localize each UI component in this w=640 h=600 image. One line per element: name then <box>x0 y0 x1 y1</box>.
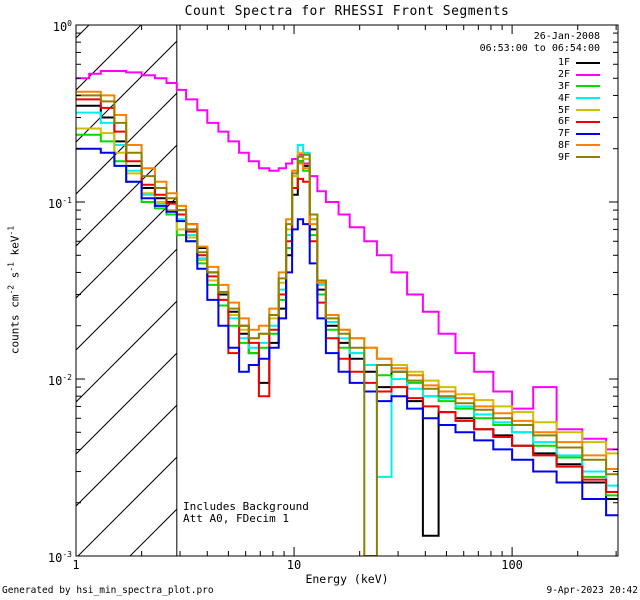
obs-date: 26-Jan-2008 <box>533 31 600 42</box>
legend-entry-4F: 4F <box>558 92 600 104</box>
legend-color-swatch <box>576 144 600 147</box>
legend-color-swatch <box>576 109 600 112</box>
legend-color-swatch <box>576 73 600 76</box>
series-7F <box>76 147 618 517</box>
legend-label: 2F <box>557 69 570 81</box>
footer-generated-by: Generated by hsi_min_spectra_plot.pro <box>2 585 214 596</box>
legend-label: 6F <box>557 116 570 128</box>
series-4F <box>76 111 618 487</box>
series-2F <box>76 70 618 451</box>
footer-timestamp: 9-Apr-2023 20:42 <box>546 585 638 596</box>
y-tick-1e-3: 10-3 <box>47 550 72 565</box>
x-tick-10: 10 <box>286 558 302 572</box>
y-tick-1e-2: 10-2 <box>47 373 72 388</box>
legend: 1F 2F 3F 4F 5F 6F 7F 8F 9F <box>558 57 600 163</box>
legend-label: 1F <box>557 57 570 69</box>
legend-label: 9F <box>557 151 570 163</box>
legend-entry-6F: 6F <box>558 116 600 128</box>
legend-label: 3F <box>557 80 570 92</box>
legend-label: 5F <box>557 104 570 116</box>
annotation-attenuator: Att A0, FDecim 1 <box>183 512 289 525</box>
series-9F <box>76 94 618 556</box>
axis-ticks <box>75 24 618 557</box>
legend-entry-8F: 8F <box>558 140 600 152</box>
legend-entry-2F: 2F <box>558 69 600 81</box>
series-5F <box>76 127 618 455</box>
legend-entry-7F: 7F <box>558 128 600 140</box>
legend-label: 4F <box>557 92 570 104</box>
x-tick-1: 1 <box>72 558 80 572</box>
obs-time-range: 06:53:00 to 06:54:00 <box>479 43 600 54</box>
series-6F <box>76 98 618 493</box>
legend-label: 8F <box>557 139 570 151</box>
legend-entry-9F: 9F <box>558 151 600 163</box>
series-8F <box>76 90 618 470</box>
legend-label: 7F <box>557 128 570 140</box>
annotation-background: Includes Background <box>183 500 309 513</box>
legend-color-swatch <box>576 156 600 159</box>
plot-title: Count Spectra for RHESSI Front Segments <box>184 4 510 19</box>
y-axis-label: counts cm-2 s-1 keV-1 <box>6 225 22 355</box>
legend-color-swatch <box>576 120 600 123</box>
legend-entry-3F: 3F <box>558 81 600 93</box>
legend-entry-5F: 5F <box>558 104 600 116</box>
legend-color-swatch <box>576 85 600 88</box>
y-tick-1e0: 100 <box>52 19 72 34</box>
hatch-region <box>76 25 177 556</box>
legend-color-swatch <box>576 132 600 135</box>
legend-color-swatch <box>576 61 600 64</box>
legend-color-swatch <box>576 97 600 100</box>
series-lines <box>76 70 618 556</box>
legend-entry-1F: 1F <box>558 57 600 69</box>
plot-border <box>75 24 619 557</box>
x-tick-100: 100 <box>501 558 523 572</box>
x-axis-label: Energy (keV) <box>305 572 389 586</box>
y-tick-1e-1: 10-1 <box>47 196 72 211</box>
